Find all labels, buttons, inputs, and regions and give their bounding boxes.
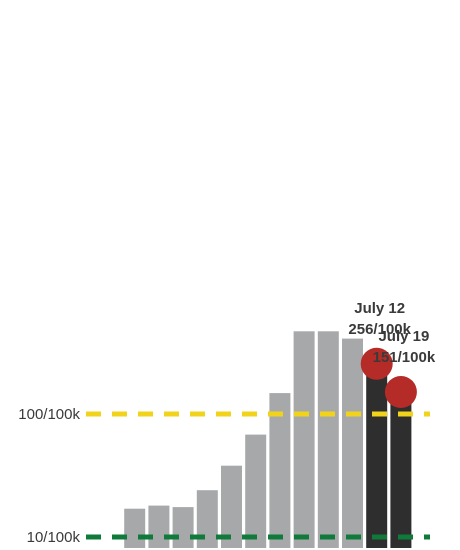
bar-12: [366, 363, 388, 548]
marker-july-19: [384, 376, 417, 408]
bar-5: [196, 490, 218, 548]
marker-july-12: [360, 347, 393, 380]
bar-2: [124, 508, 146, 548]
bar-7: [245, 434, 267, 548]
reference-label-100: 100/100k: [18, 406, 80, 423]
reference-label-10: 10/100k: [27, 529, 81, 546]
bars-group: [124, 331, 412, 548]
bar-3: [148, 505, 170, 548]
bar-6: [221, 465, 242, 548]
annotation-value-july-19: 151/100k: [373, 349, 436, 366]
bar-13: [390, 392, 412, 548]
bar-8: [269, 393, 291, 548]
reference-lines-group: 100/100k 10/100k: [18, 406, 430, 546]
bar-10: [317, 331, 339, 548]
annotation-date-july-12: July 12: [354, 300, 405, 317]
annotation-value-july-12: 256/100k: [348, 321, 411, 338]
bar-9: [293, 331, 315, 548]
bar-11: [342, 338, 363, 548]
annotation-date-july-19: July 19: [378, 328, 429, 345]
bar-4: [172, 507, 194, 548]
